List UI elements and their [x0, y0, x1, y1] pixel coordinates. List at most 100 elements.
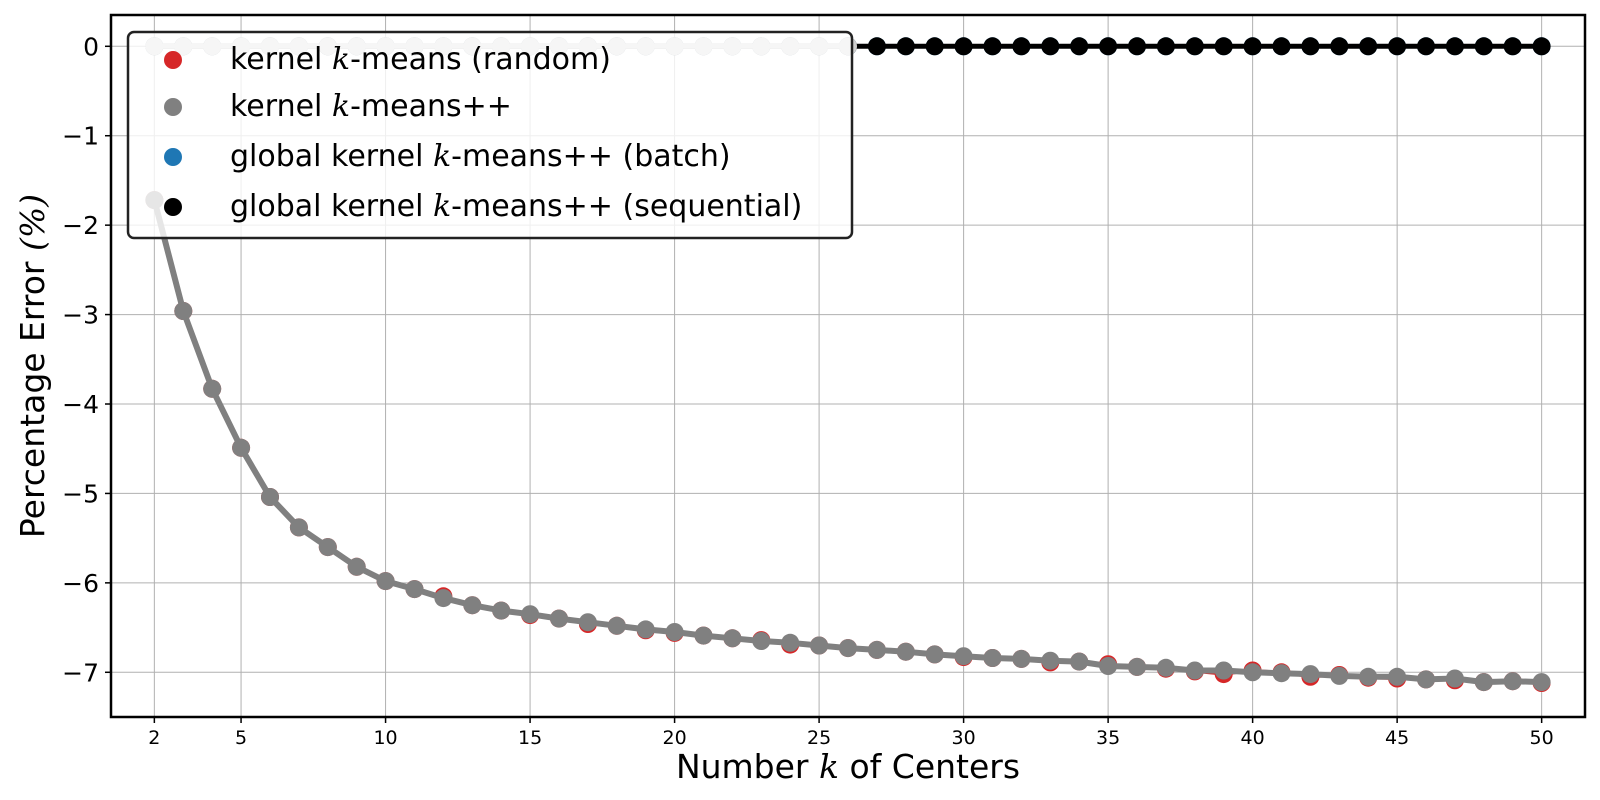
series-kernel-kmeans-plusplus-point — [550, 609, 568, 628]
series-global-sequential-point — [1214, 37, 1233, 56]
series-kernel-kmeans-plusplus-point — [752, 632, 771, 650]
series-global-sequential-point — [1099, 37, 1118, 56]
series-kernel-kmeans-plusplus-point — [463, 596, 482, 615]
series-global-sequential-point — [1156, 37, 1175, 56]
x-tick-label: 35 — [1096, 727, 1120, 749]
series-kernel-kmeans-plusplus-point — [1301, 665, 1320, 684]
series-kernel-kmeans-plusplus-point — [1070, 652, 1089, 671]
series-global-sequential-point — [1445, 37, 1464, 56]
series-global-sequential-point — [1330, 37, 1349, 56]
series-global-sequential-point — [1041, 37, 1060, 56]
series-kernel-kmeans-plusplus-point — [636, 620, 655, 639]
series-global-sequential-point — [867, 37, 886, 56]
plot-frame — [109, 13, 1587, 719]
series-kernel-kmeans-plusplus-point — [983, 649, 1002, 667]
series-kernel-kmeans-plusplus-point — [1388, 667, 1407, 686]
legend-label-kernel-kmeans-plusplus: kernel k-means++ — [230, 89, 512, 124]
legend-label-global-sequential: global kernel k-means++ (sequential) — [230, 189, 802, 224]
y-axis-title: Percentage Error (%) — [13, 194, 52, 538]
series-kernel-kmeans-plusplus-point — [1214, 661, 1233, 680]
series-kernel-kmeans-plusplus-point — [1474, 673, 1493, 692]
legend-marker-global-batch — [164, 148, 182, 166]
x-tick-label: 50 — [1530, 727, 1554, 749]
series-global-sequential-point — [1388, 37, 1407, 56]
series-global-sequential-point — [896, 37, 915, 56]
x-tick-label: 20 — [662, 727, 686, 749]
series-global-sequential-point — [983, 37, 1002, 56]
series-global-sequential-point — [1012, 37, 1031, 56]
x-axis-title: Number k of Centers — [676, 747, 1020, 786]
series-global-sequential-point — [1185, 37, 1204, 56]
series-global-sequential-point — [1474, 37, 1493, 56]
x-tick-label: 15 — [518, 727, 542, 749]
legend: kernel k-means (random) kernel k-means++… — [126, 30, 854, 240]
series-global-sequential-point — [1532, 37, 1551, 56]
series-kernel-kmeans-plusplus-point — [376, 572, 395, 591]
series-kernel-kmeans-plusplus-point — [347, 557, 366, 576]
y-tick-label: 0 — [83, 32, 99, 61]
legend-marker-kernel-kmeans-plusplus — [164, 98, 182, 116]
series-kernel-kmeans-plusplus-point — [318, 538, 337, 557]
series-kernel-kmeans-plusplus-point — [867, 640, 886, 659]
series-kernel-kmeans-plusplus-point — [1156, 658, 1175, 677]
series-kernel-kmeans-plusplus-point — [405, 580, 424, 599]
series-kernel-kmeans-plusplus-point — [839, 639, 857, 658]
series-kernel-kmeans-plusplus-point — [1417, 670, 1435, 689]
series-kernel-kmeans-plusplus-point — [203, 379, 222, 398]
x-tick-label: 2 — [148, 727, 160, 749]
series-global-sequential-point — [1243, 37, 1262, 56]
series-kernel-kmeans-plusplus-point — [1243, 663, 1262, 682]
series-kernel-kmeans-plusplus-point — [925, 645, 944, 664]
series-global-sequential-point — [954, 37, 973, 56]
series-kernel-kmeans-plusplus — [145, 191, 1551, 692]
series-kernel-kmeans-plusplus-point — [1012, 649, 1031, 668]
axis-ticks: 2 5 10 15 20 25 30 35 40 45 500−1−2−3−4−5−6−7 — [62, 32, 1554, 749]
y-tick-label: −2 — [62, 211, 99, 240]
x-tick-label: 40 — [1241, 727, 1265, 749]
series-global-sequential-point — [1359, 37, 1378, 56]
y-tick-label: −5 — [62, 479, 99, 508]
series-kernel-kmeans-plusplus-point — [896, 642, 915, 661]
y-tick-label: −4 — [62, 390, 99, 419]
legend-label-kernel-kmeans-random: kernel k-means (random) — [230, 42, 611, 77]
series-global-sequential-point — [1417, 37, 1435, 56]
series-kernel-kmeans-plusplus-point — [492, 601, 511, 620]
series-global-sequential-point — [1272, 37, 1291, 56]
legend-box — [126, 30, 854, 240]
series-kernel-kmeans-plusplus-point — [521, 605, 540, 624]
series-kernel-kmeans-plusplus-point — [1185, 661, 1204, 680]
series-kernel-kmeans-plusplus-point — [665, 623, 684, 641]
series-kernel-kmeans-plusplus-point — [607, 616, 626, 635]
series-kernel-kmeans-plusplus-point — [1128, 657, 1146, 676]
series-kernel-kmeans-plusplus-point — [810, 636, 829, 655]
x-tick-label: 30 — [952, 727, 976, 749]
legend-marker-kernel-kmeans-random — [164, 51, 182, 69]
series-kernel-kmeans-plusplus-point — [1445, 669, 1464, 688]
series-kernel-kmeans-plusplus-point — [174, 302, 193, 320]
legend-label-global-batch: global kernel k-means++ (batch) — [230, 139, 731, 174]
series-kernel-kmeans-plusplus-point — [1330, 666, 1349, 685]
series-global-sequential-point — [1503, 37, 1522, 56]
y-tick-label: −6 — [62, 569, 99, 598]
series-kernel-kmeans-plusplus-point — [578, 613, 597, 632]
series-kernel-kmeans-plusplus-point — [1041, 651, 1060, 670]
y-tick-label: −3 — [62, 301, 99, 330]
series-kernel-kmeans-plusplus-point — [694, 626, 713, 645]
x-tick-label: 10 — [373, 727, 397, 749]
x-tick-label: 5 — [235, 727, 247, 749]
series-kernel-kmeans-plusplus-point — [1532, 673, 1551, 692]
series-kernel-kmeans-plusplus-point — [1272, 664, 1291, 683]
y-tick-label: −7 — [62, 658, 99, 687]
series-global-sequential-point — [1301, 37, 1320, 56]
series-kernel-kmeans-plusplus-point — [781, 633, 800, 652]
series-kernel-kmeans-plusplus-point — [1503, 672, 1522, 691]
series-global-sequential-point — [1128, 37, 1146, 56]
series-kernel-kmeans-plusplus-point — [261, 488, 279, 506]
legend-marker-global-sequential — [164, 198, 182, 216]
series-kernel-kmeans-plusplus-point — [954, 647, 973, 666]
series-kernel-kmeans-plusplus-point — [1099, 657, 1118, 675]
series-global-sequential-point — [1070, 37, 1089, 56]
series-kernel-kmeans-plusplus-point — [723, 629, 742, 648]
series-kernel-kmeans-plusplus-point — [1359, 667, 1378, 686]
y-tick-label: −1 — [62, 122, 99, 151]
